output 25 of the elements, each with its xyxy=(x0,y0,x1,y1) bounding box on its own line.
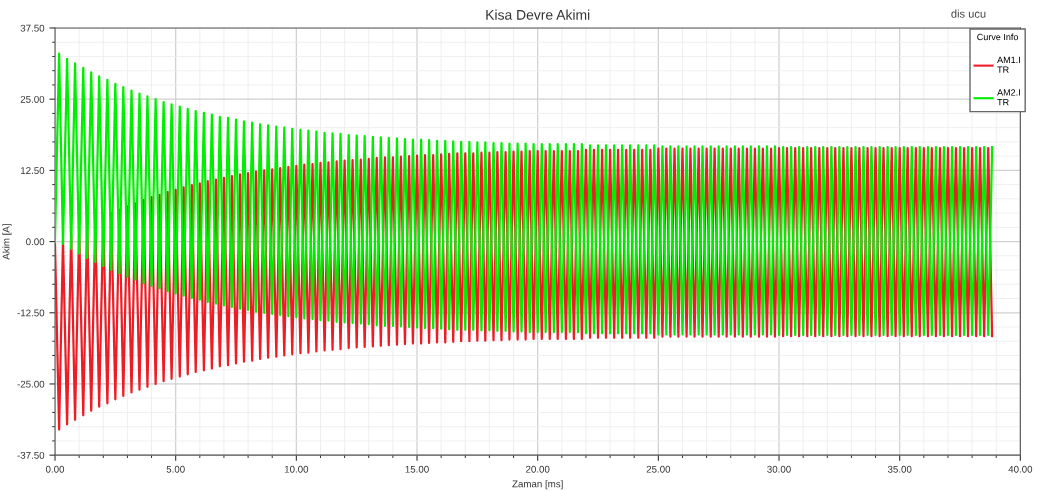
y-tick-label: 12.50 xyxy=(21,167,45,174)
y-axis-title: Akim [A] xyxy=(2,224,12,260)
legend-title: Curve Info xyxy=(977,33,1019,41)
x-tick-label: 25.00 xyxy=(646,465,671,473)
y-tick-label: -12.50 xyxy=(17,309,45,317)
line-series xyxy=(55,147,994,431)
x-tick-label: 40.00 xyxy=(1008,465,1033,473)
y-tick-label: 25.00 xyxy=(20,95,45,103)
x-tick-label: 15.00 xyxy=(405,465,429,473)
x-tick-label: 10.00 xyxy=(284,465,309,473)
text: dis ucu xyxy=(951,9,986,18)
y-tick-label: 37.50 xyxy=(20,24,45,32)
x-tick-label: 5.00 xyxy=(166,465,185,473)
legend-label: AM2.I TR xyxy=(997,89,1020,106)
legend-label: AM1.I TR xyxy=(997,56,1020,73)
x-tick-label: 35.00 xyxy=(887,465,912,473)
y-tick-label: -25.00 xyxy=(17,380,45,388)
y-tick-label: -37.50 xyxy=(17,451,45,459)
x-axis-title: Zaman [ms] xyxy=(512,480,563,490)
x-tick-label: 30.00 xyxy=(767,465,791,473)
x-tick-label: 20.00 xyxy=(526,465,550,473)
y-tick-label: 0.00 xyxy=(26,238,45,246)
line-series xyxy=(55,52,994,337)
x-tick-label: 0.00 xyxy=(45,465,65,473)
chart-title: Kisa Devre Akimi xyxy=(486,9,590,20)
